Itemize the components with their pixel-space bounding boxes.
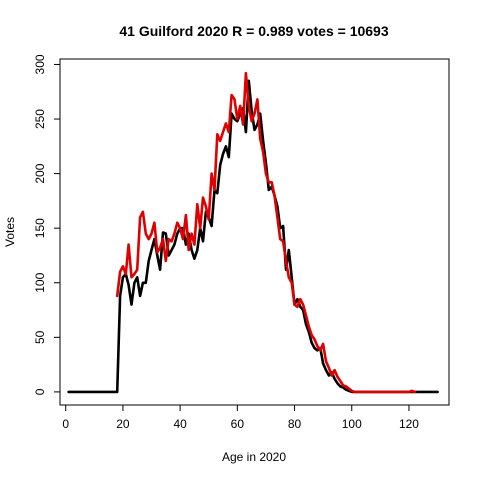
x-tick-label: 100 xyxy=(342,417,362,431)
x-axis: 0 20 40 60 80 100 120 xyxy=(62,404,419,431)
y-axis-label: Votes xyxy=(3,217,17,247)
y-tick-label: 50 xyxy=(33,330,47,344)
x-tick-label: 120 xyxy=(399,417,419,431)
x-axis-label: Age in 2020 xyxy=(222,450,286,464)
x-tick-label: 0 xyxy=(62,417,69,431)
y-tick-label: 250 xyxy=(33,109,47,129)
y-tick-label: 200 xyxy=(33,163,47,183)
y-tick-label: 150 xyxy=(33,218,47,238)
y-axis: 0 50 100 150 200 250 300 xyxy=(33,54,61,395)
y-tick-label: 0 xyxy=(33,388,47,395)
chart-title: 41 Guilford 2020 R = 0.989 votes = 10693 xyxy=(119,23,388,39)
series-layer xyxy=(67,71,439,394)
series-line-black xyxy=(67,79,439,394)
x-tick-label: 20 xyxy=(116,417,130,431)
x-tick-label: 60 xyxy=(231,417,245,431)
x-tick-label: 40 xyxy=(173,417,187,431)
series-line-red xyxy=(115,71,417,394)
y-tick-label: 100 xyxy=(33,272,47,292)
y-tick-label: 300 xyxy=(33,54,47,74)
x-tick-label: 80 xyxy=(288,417,302,431)
